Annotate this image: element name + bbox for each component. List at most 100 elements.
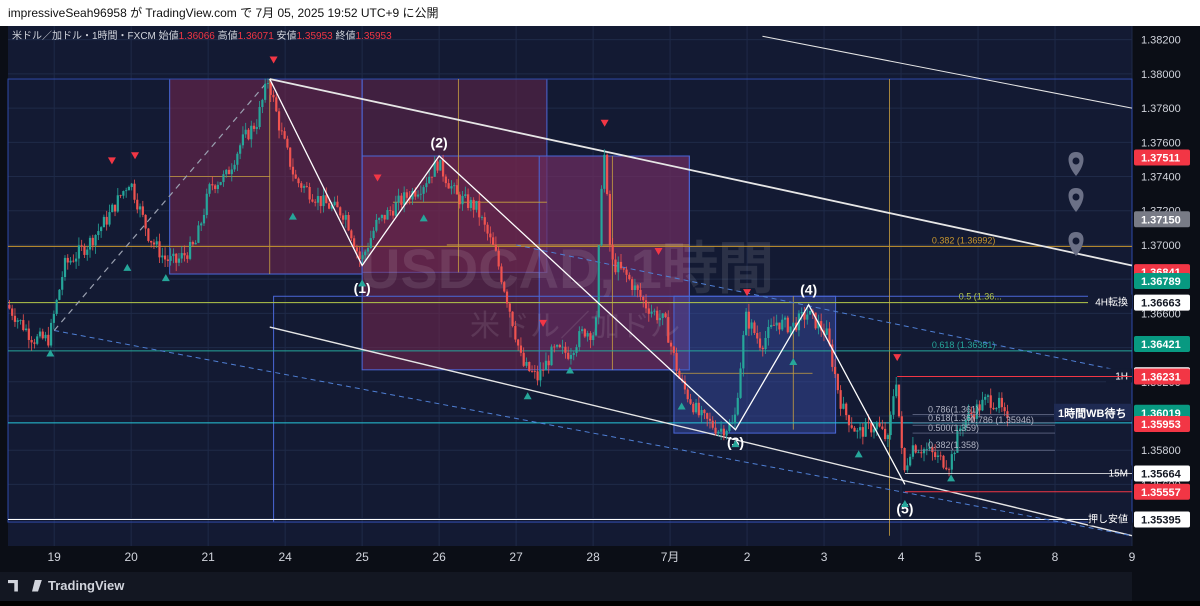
candle-body — [197, 225, 200, 243]
candle-body — [806, 314, 809, 320]
candle-body — [722, 428, 725, 436]
legend-part: 終値 — [335, 29, 355, 42]
candle-body — [275, 97, 278, 112]
candle-body — [91, 237, 94, 246]
candle-body — [503, 282, 506, 292]
candle-body — [936, 455, 940, 458]
candle-body — [172, 253, 175, 257]
candle-body — [836, 374, 839, 391]
candle-body — [394, 202, 397, 216]
candle-body — [528, 361, 531, 372]
candle-body — [617, 261, 620, 273]
candle-body — [725, 430, 728, 436]
candle-body — [467, 194, 470, 208]
pivot-low-marker — [854, 450, 863, 458]
candle-body — [847, 415, 851, 426]
candle-body — [105, 216, 108, 225]
candle-body — [967, 412, 970, 421]
candle-body — [133, 183, 136, 200]
candle-body — [742, 335, 745, 369]
candle-body — [856, 430, 859, 432]
candle-body — [786, 317, 789, 333]
candle-body — [428, 176, 431, 184]
candle-body — [558, 344, 561, 348]
candle-body — [867, 421, 870, 423]
candle-body — [289, 147, 292, 167]
candle-body — [586, 333, 589, 337]
price-label-box — [1134, 465, 1190, 482]
candle-body — [400, 195, 403, 205]
time-axis-tick: 4 — [898, 550, 905, 564]
tradingview-logo[interactable]: TradingView — [8, 578, 124, 593]
candle-body — [219, 182, 222, 185]
candle-body — [227, 169, 231, 175]
pivot-low-marker — [523, 392, 532, 400]
level-tag-bg — [1106, 368, 1132, 383]
candle-body — [314, 201, 317, 203]
candle-body — [161, 255, 164, 258]
candle-body — [497, 250, 500, 267]
candle-body — [138, 206, 142, 210]
chart-area[interactable]: USDCAD, 1時間 米ドル／加ドル 0.382 (1.36992) 0.5 (1.… — [0, 26, 1200, 601]
level-tag-label: 4H転換 — [1095, 297, 1128, 309]
candle-body — [845, 403, 848, 416]
candle-body — [8, 304, 11, 309]
price-label-box — [1134, 511, 1190, 528]
candle-body — [703, 409, 706, 414]
candle-body — [583, 329, 586, 337]
candle-body — [631, 279, 634, 290]
candle-body — [72, 260, 75, 262]
location-pin-icon — [1068, 152, 1084, 176]
candle-body — [380, 214, 384, 219]
candle-body — [772, 324, 776, 326]
price-label-text: 1.35664 — [1141, 468, 1182, 480]
candle-body — [764, 338, 767, 350]
fib-level-label: 0.5 (1.36... — [959, 292, 1002, 302]
pivot-high-marker — [893, 354, 902, 362]
candle-body — [875, 422, 878, 430]
price-axis-tick: 1.38200 — [1141, 35, 1181, 47]
candle-body — [358, 251, 361, 260]
candle-body — [163, 255, 167, 260]
candle-body — [686, 389, 689, 400]
candle-body — [202, 214, 206, 224]
candle-body — [833, 366, 837, 375]
small-fib-label: 0.618(1.36) — [928, 413, 974, 423]
candle-body — [536, 371, 539, 381]
candle-body — [233, 164, 236, 170]
candle-body — [514, 325, 517, 340]
candle-body — [97, 231, 100, 236]
candle-body — [525, 361, 528, 366]
pivot-low-marker — [731, 440, 740, 448]
candle-body — [155, 241, 158, 245]
candle-body — [122, 191, 125, 196]
candle-body — [909, 456, 912, 466]
time-axis-tick: 3 — [821, 550, 828, 564]
time-axis-tick: 9 — [1129, 550, 1136, 564]
wave-label: (5) — [896, 501, 913, 517]
candle-body — [397, 195, 400, 203]
candle-body — [914, 445, 917, 453]
time-axis-tick: 19 — [48, 550, 62, 564]
candle-body — [280, 130, 283, 132]
candle-body — [731, 422, 734, 424]
candle-body — [881, 426, 884, 429]
candle-body — [361, 255, 364, 260]
candle-body — [625, 269, 628, 275]
candle-body — [647, 308, 650, 314]
candle-body — [319, 196, 322, 207]
candle-body — [953, 452, 956, 455]
candle-body — [177, 258, 181, 263]
candle-body — [141, 206, 144, 215]
trend-line — [53, 78, 271, 331]
candle-body — [603, 154, 606, 189]
candle-body — [642, 296, 645, 301]
legend-part: 1.36071 — [238, 31, 277, 42]
candle-body — [330, 205, 333, 209]
price-axis-background — [1132, 26, 1200, 601]
candle-body — [547, 360, 550, 366]
candle-body — [922, 449, 926, 454]
candle-body — [208, 184, 211, 194]
